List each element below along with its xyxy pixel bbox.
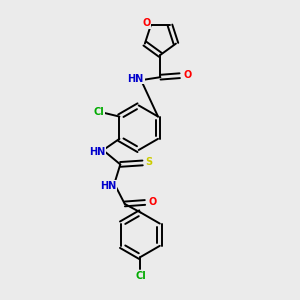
Text: O: O: [148, 196, 157, 207]
Text: O: O: [183, 70, 191, 80]
Text: Cl: Cl: [93, 106, 104, 116]
Text: Cl: Cl: [135, 271, 146, 281]
Text: HN: HN: [128, 74, 144, 84]
Text: S: S: [146, 157, 153, 167]
Text: O: O: [142, 18, 151, 28]
Text: HN: HN: [89, 147, 105, 157]
Text: HN: HN: [100, 181, 116, 191]
